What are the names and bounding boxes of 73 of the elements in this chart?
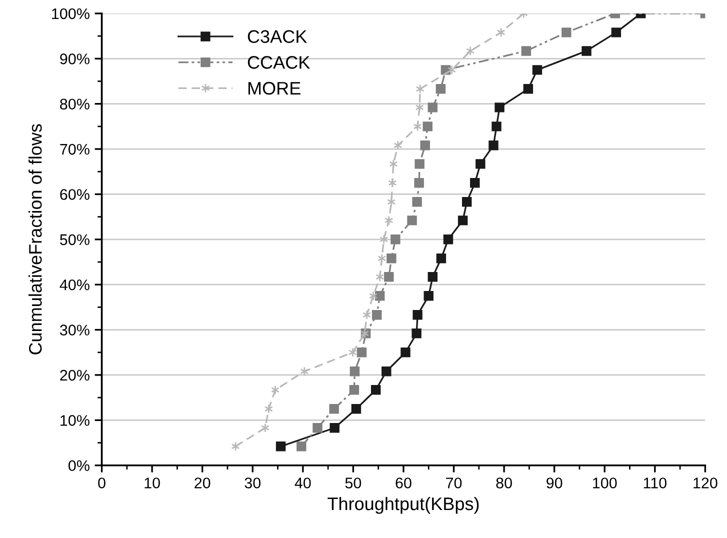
point: [458, 216, 468, 226]
point: [390, 234, 400, 244]
point: [276, 442, 286, 452]
x-tick-label: 100: [593, 478, 617, 488]
x-tick-label: 10: [144, 478, 160, 488]
point: [412, 328, 422, 338]
y-tick-label: 100%: [52, 8, 90, 20]
point: [372, 310, 382, 320]
point: [420, 140, 430, 150]
point: [356, 348, 367, 358]
point: [374, 291, 385, 301]
point: [382, 366, 392, 376]
point: [562, 28, 572, 38]
x-tick-label: 120: [694, 478, 718, 488]
point: [462, 197, 472, 207]
point: [312, 423, 322, 433]
y-tick-label: 20%: [60, 370, 90, 381]
y-tick-label: 50%: [60, 234, 90, 246]
point: [329, 404, 339, 414]
legend-label: C3ACK: [248, 30, 307, 43]
point: [428, 102, 438, 112]
point: [494, 102, 504, 112]
point: [351, 404, 362, 414]
y-tick-label: 70%: [60, 144, 90, 155]
point: [386, 254, 396, 264]
x-tick-label: 90: [546, 478, 562, 488]
point: [350, 366, 360, 376]
y-axis-title: CunmulativeFraction of flows: [28, 124, 42, 354]
point: [476, 159, 486, 169]
x-tick-label: 30: [244, 478, 261, 488]
x-tick-label: 50: [345, 478, 362, 488]
point: [521, 46, 532, 56]
point: [296, 442, 306, 452]
y-tick-label: 30%: [60, 324, 90, 336]
point: [330, 423, 340, 433]
point: [384, 272, 394, 282]
x-tick-label: 60: [396, 478, 412, 488]
x-tick-label: 0: [98, 478, 106, 488]
x-axis-title: Throughtput(KBps): [328, 496, 479, 514]
point: [492, 122, 502, 132]
point: [428, 272, 438, 282]
x-tick-label: 40: [294, 478, 311, 488]
point: [611, 28, 622, 38]
y-tick-label: 90%: [60, 54, 90, 64]
point: [400, 348, 410, 358]
x-tick-label: 20: [194, 478, 210, 488]
point: [424, 291, 434, 301]
point: [532, 65, 542, 75]
point: [370, 385, 381, 395]
point: [443, 234, 454, 244]
x-tick-label: 70: [446, 478, 462, 488]
x-tick-label: 80: [496, 478, 512, 488]
point: [422, 122, 432, 132]
point: [412, 197, 422, 207]
point: [523, 84, 534, 94]
legend-label: CCACK: [248, 56, 310, 69]
point: [436, 254, 446, 264]
y-tick-label: 10%: [60, 415, 90, 426]
point: [488, 140, 498, 150]
point: [414, 178, 424, 188]
y-tick-label: 0%: [68, 460, 90, 472]
point: [470, 178, 480, 188]
point: [436, 84, 446, 94]
y-tick-label: 60%: [60, 189, 90, 200]
y-tick-label: 80%: [60, 98, 90, 110]
point: [412, 310, 422, 320]
legend-label: MORE: [248, 82, 300, 95]
point: [414, 159, 424, 169]
x-tick-label: 110: [644, 478, 666, 488]
y-tick-label: 40%: [60, 279, 90, 290]
point: [349, 385, 360, 395]
point: [407, 216, 417, 226]
point: [582, 46, 592, 56]
